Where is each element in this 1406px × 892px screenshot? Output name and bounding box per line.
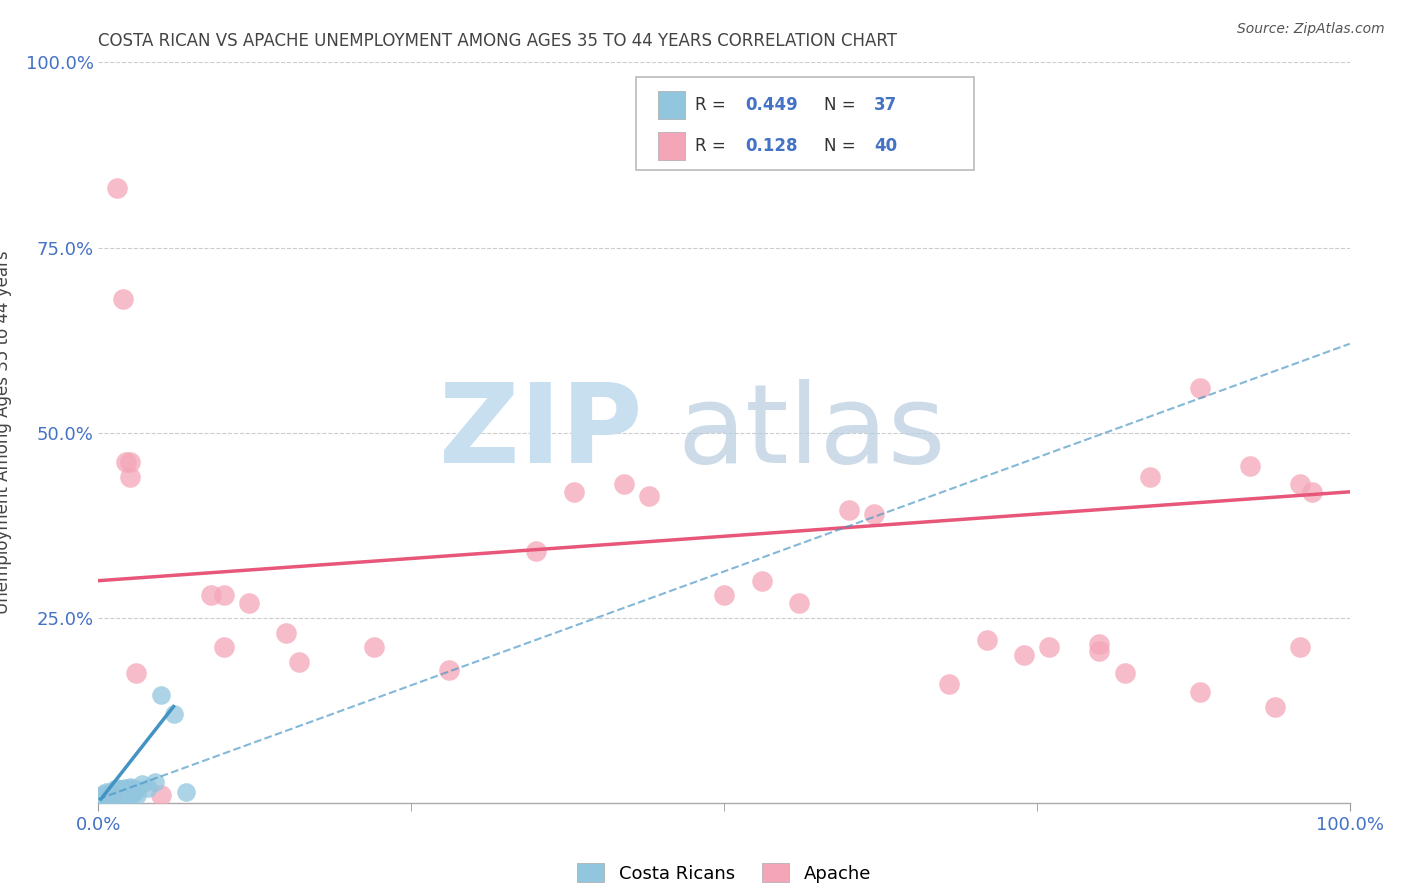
Text: 0.128: 0.128 — [745, 137, 797, 155]
Point — [938, 677, 960, 691]
Point — [131, 777, 153, 791]
Point — [1088, 644, 1111, 658]
Point — [363, 640, 385, 655]
Point — [1288, 477, 1310, 491]
Text: 0.449: 0.449 — [745, 95, 799, 113]
Point — [143, 775, 166, 789]
Point — [108, 785, 131, 799]
Point — [150, 689, 173, 703]
Point — [212, 640, 235, 655]
Point — [613, 477, 636, 491]
Point — [1014, 648, 1036, 662]
Point — [115, 455, 138, 469]
Point — [97, 789, 120, 803]
Legend: Costa Ricans, Apache: Costa Ricans, Apache — [569, 856, 879, 890]
Y-axis label: Unemployment Among Ages 35 to 44 years: Unemployment Among Ages 35 to 44 years — [0, 251, 11, 615]
Bar — [658, 91, 685, 119]
Point — [238, 596, 260, 610]
Point — [105, 181, 128, 195]
Point — [787, 596, 810, 610]
Point — [112, 293, 135, 307]
Point — [100, 789, 122, 803]
Text: R =: R = — [696, 95, 731, 113]
Text: 37: 37 — [875, 95, 897, 113]
Point — [562, 484, 585, 499]
Point — [1114, 666, 1136, 681]
Point — [863, 507, 886, 521]
Point — [838, 503, 860, 517]
Point — [138, 780, 160, 795]
Point — [200, 589, 222, 603]
Point — [125, 782, 148, 797]
Point — [104, 787, 127, 801]
Bar — [658, 132, 685, 161]
Point — [98, 785, 121, 799]
Point — [162, 706, 184, 721]
Point — [1188, 685, 1211, 699]
Point — [1038, 640, 1060, 655]
Point — [118, 455, 141, 469]
Point — [121, 787, 143, 801]
Text: N =: N = — [824, 95, 860, 113]
Point — [90, 789, 112, 804]
Point — [1301, 484, 1323, 499]
Point — [125, 666, 148, 681]
Text: ZIP: ZIP — [440, 379, 643, 486]
Point — [638, 489, 661, 503]
Point — [103, 789, 125, 803]
Point — [976, 632, 998, 647]
Point — [118, 470, 141, 484]
Point — [104, 782, 127, 797]
Point — [115, 782, 138, 797]
Point — [150, 789, 173, 803]
Point — [101, 789, 124, 804]
Point — [287, 655, 309, 669]
Point — [93, 789, 115, 803]
Point — [94, 785, 117, 799]
Point — [437, 663, 460, 677]
Point — [212, 589, 235, 603]
Point — [118, 780, 141, 794]
Point — [1139, 470, 1161, 484]
FancyBboxPatch shape — [637, 78, 974, 169]
Point — [90, 792, 112, 806]
Point — [1088, 637, 1111, 651]
Point — [1264, 699, 1286, 714]
Point — [107, 789, 129, 803]
Point — [751, 574, 773, 588]
Point — [1288, 640, 1310, 655]
Point — [713, 589, 735, 603]
Text: R =: R = — [696, 137, 731, 155]
Point — [115, 789, 138, 803]
Point — [1239, 458, 1261, 473]
Point — [96, 789, 118, 804]
Point — [112, 785, 135, 799]
Text: atlas: atlas — [678, 379, 946, 486]
Point — [111, 787, 134, 801]
Point — [105, 780, 128, 795]
Point — [117, 785, 139, 799]
Point — [524, 544, 547, 558]
Text: COSTA RICAN VS APACHE UNEMPLOYMENT AMONG AGES 35 TO 44 YEARS CORRELATION CHART: COSTA RICAN VS APACHE UNEMPLOYMENT AMONG… — [98, 32, 897, 50]
Point — [124, 785, 146, 799]
Text: Source: ZipAtlas.com: Source: ZipAtlas.com — [1237, 22, 1385, 37]
Point — [127, 789, 149, 803]
Point — [91, 792, 114, 806]
Point — [110, 782, 132, 797]
Point — [122, 780, 145, 795]
Point — [174, 785, 197, 799]
Point — [120, 782, 142, 797]
Point — [1188, 381, 1211, 395]
Point — [93, 787, 115, 801]
Point — [100, 787, 122, 801]
Text: N =: N = — [824, 137, 860, 155]
Text: 40: 40 — [875, 137, 897, 155]
Point — [274, 625, 298, 640]
Point — [114, 780, 136, 795]
